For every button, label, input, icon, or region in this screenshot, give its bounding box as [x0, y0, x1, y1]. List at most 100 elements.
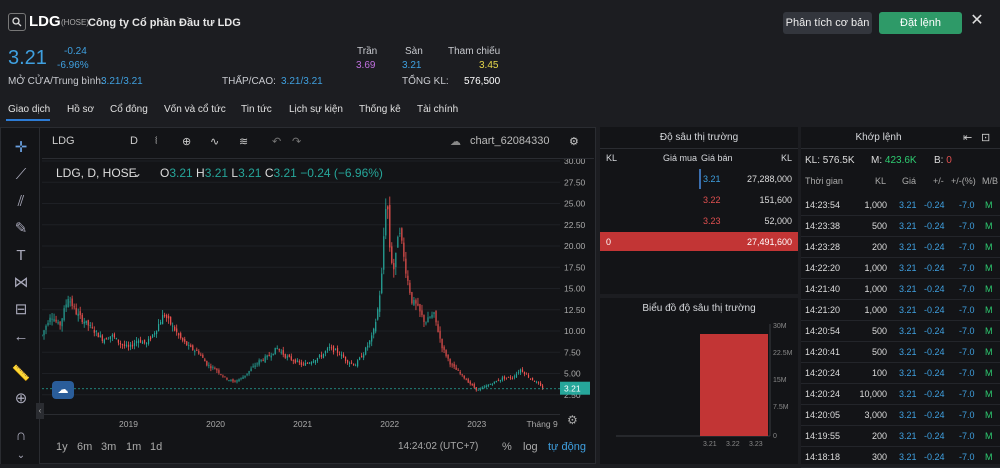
x-tick-label: 2020 — [206, 419, 225, 429]
range-1d[interactable]: 1d — [150, 441, 163, 453]
ohlc-h: 3.21 — [204, 166, 229, 180]
candle-body — [288, 354, 290, 357]
depth-row[interactable]: 3.22 151,600 — [600, 190, 798, 208]
tab-event-calendar[interactable]: Lịch sự kiện — [289, 104, 343, 115]
tab-shareholders[interactable]: Cổ đông — [110, 104, 148, 115]
candle-body — [73, 306, 75, 308]
match-change-pct: -7.0 — [959, 242, 975, 252]
undo-icon[interactable]: ↶ — [272, 136, 282, 148]
ruler-icon[interactable]: 📏 — [11, 365, 31, 382]
match-row[interactable]: 14:21:40 1,000 3.21 -0.24 -7.0 M — [801, 279, 1000, 300]
match-volume: 1,000 — [864, 284, 887, 294]
chart-legend-dropdown[interactable]: ⌄ — [132, 166, 143, 180]
settings-icon[interactable]: ⚙ — [569, 136, 579, 148]
match-side: M — [985, 368, 993, 378]
match-side: M — [985, 347, 993, 357]
tab-statistics[interactable]: Thống kê — [359, 104, 401, 115]
match-row[interactable]: 14:23:54 1,000 3.21 -0.24 -7.0 M — [801, 195, 1000, 216]
range-6m[interactable]: 6m — [77, 441, 93, 453]
cloud-icon[interactable]: ☁ — [450, 136, 461, 148]
match-row[interactable]: 14:20:41 500 3.21 -0.24 -7.0 M — [801, 342, 1000, 363]
range-1y[interactable]: 1y — [56, 441, 68, 453]
expand-panel-icon[interactable]: ⊡ — [981, 132, 991, 144]
match-row[interactable]: 14:22:20 1,000 3.21 -0.24 -7.0 M — [801, 258, 1000, 279]
match-row[interactable]: 14:20:54 500 3.21 -0.24 -7.0 M — [801, 321, 1000, 342]
chart-symbol[interactable]: LDG — [52, 135, 75, 147]
candle-body — [413, 300, 415, 305]
tradingview-logo-icon[interactable]: ☁ — [52, 381, 74, 399]
log-scale-toggle[interactable]: log — [523, 441, 538, 453]
candle-body — [149, 337, 152, 340]
place-order-button[interactable]: Đặt lệnh — [879, 12, 962, 34]
collapse-panel-icon[interactable]: ⇤ — [963, 132, 973, 144]
match-row[interactable]: 14:23:38 500 3.21 -0.24 -7.0 M — [801, 216, 1000, 237]
search-icon[interactable] — [8, 13, 26, 31]
match-row[interactable]: 14:18:18 300 3.21 -0.24 -7.0 M — [801, 447, 1000, 468]
range-1m[interactable]: 1m — [126, 441, 142, 453]
magnet-icon[interactable]: ∩ — [15, 427, 27, 444]
tab-bar: Giao dịch Hồ sơ Cổ đông Vốn và cổ tức Ti… — [0, 100, 1000, 122]
match-row[interactable]: 14:20:24 10,000 3.21 -0.24 -7.0 M — [801, 384, 1000, 405]
candle-body — [383, 236, 385, 270]
close-icon[interactable]: ✕ — [970, 12, 984, 29]
match-row[interactable]: 14:20:05 3,000 3.21 -0.24 -7.0 M — [801, 405, 1000, 426]
candle-body — [513, 376, 516, 378]
text-icon[interactable]: T — [16, 247, 26, 264]
match-summary-m: M: 423.6K — [871, 155, 917, 166]
match-time: 14:23:28 — [805, 242, 841, 252]
match-row[interactable]: 14:23:28 200 3.21 -0.24 -7.0 M — [801, 237, 1000, 258]
compare-icon[interactable]: ∿ — [210, 136, 220, 148]
axis-settings-icon[interactable]: ⚙ — [567, 413, 578, 427]
range-3m[interactable]: 3m — [101, 441, 117, 453]
fib-icon[interactable]: ⫽ — [17, 193, 25, 210]
candle-body — [244, 375, 246, 378]
candle-body — [437, 324, 439, 332]
match-row[interactable]: 14:21:20 1,000 3.21 -0.24 -7.0 M — [801, 300, 1000, 321]
depth-chart: 30M 22.5M 15M 7.5M 0 3.21 3.22 3.23 — [616, 323, 793, 448]
depth-y-tick: 22.5M — [773, 350, 793, 357]
trendline-icon[interactable]: ⟋ — [15, 166, 27, 183]
brush-icon[interactable]: ✎ — [14, 220, 28, 237]
price-chart[interactable] — [42, 159, 560, 414]
ceiling-value: 3.69 — [356, 60, 376, 71]
chevron-down-icon[interactable]: ⌄ — [16, 450, 26, 461]
match-change: -0.24 — [924, 389, 945, 399]
candle-body — [395, 252, 397, 268]
ticker-symbol: LDG — [29, 13, 61, 30]
candle-body — [465, 379, 467, 381]
candle-body — [324, 351, 327, 354]
depth-row[interactable]: 3.23 52,000 — [600, 211, 798, 229]
time-axis[interactable]: 2019 2020 2021 2022 2023 Tháng 9 — [42, 414, 560, 432]
redo-icon[interactable]: ↷ — [292, 136, 302, 148]
fundamental-analysis-button[interactable]: Phân tích cơ bản — [783, 12, 872, 34]
tab-news[interactable]: Tin tức — [241, 104, 272, 115]
collapse-toolbar-icon[interactable]: ‹ — [36, 403, 44, 419]
match-volume: 1,000 — [864, 200, 887, 210]
match-volume: 200 — [871, 431, 887, 441]
studies-icon[interactable]: ≋ — [239, 136, 249, 148]
price-axis[interactable]: 30.00 27.50 25.00 22.50 20.00 17.50 15.00 12.50… — [560, 159, 594, 414]
candle-body — [515, 373, 518, 378]
arrow-left-icon[interactable]: ← — [13, 328, 29, 345]
zoom-in-icon[interactable]: ⊕ — [14, 390, 28, 407]
match-change: -0.24 — [924, 326, 945, 336]
tab-financials[interactable]: Tài chính — [417, 104, 459, 115]
candle-body — [425, 322, 427, 324]
depth-row[interactable]: 3.21 27,288,000 — [600, 169, 798, 187]
match-row[interactable]: 14:19:55 200 3.21 -0.24 -7.0 M — [801, 426, 1000, 447]
chart-name[interactable]: chart_62084330 — [470, 135, 550, 147]
pattern-icon[interactable]: ⋈ — [13, 274, 29, 291]
percent-scale-toggle[interactable]: % — [502, 441, 512, 453]
measure-icon[interactable]: ⊟ — [14, 301, 28, 318]
tab-trading[interactable]: Giao dịch — [8, 104, 51, 115]
candle-body — [338, 354, 341, 356]
tab-profile[interactable]: Hồ sơ — [67, 104, 95, 115]
candle-body — [409, 282, 411, 293]
match-row[interactable]: 14:20:24 100 3.21 -0.24 -7.0 M — [801, 363, 1000, 384]
tab-capital-dividend[interactable]: Vốn và cổ tức — [164, 104, 226, 115]
interval-selector[interactable]: D — [130, 135, 138, 147]
auto-scale-toggle[interactable]: tự động — [548, 441, 586, 453]
candle-type-icon[interactable]: ⧙ — [155, 135, 158, 147]
indicators-icon[interactable]: ⊕ — [182, 136, 192, 148]
crosshair-icon[interactable]: ✛ — [14, 139, 28, 156]
